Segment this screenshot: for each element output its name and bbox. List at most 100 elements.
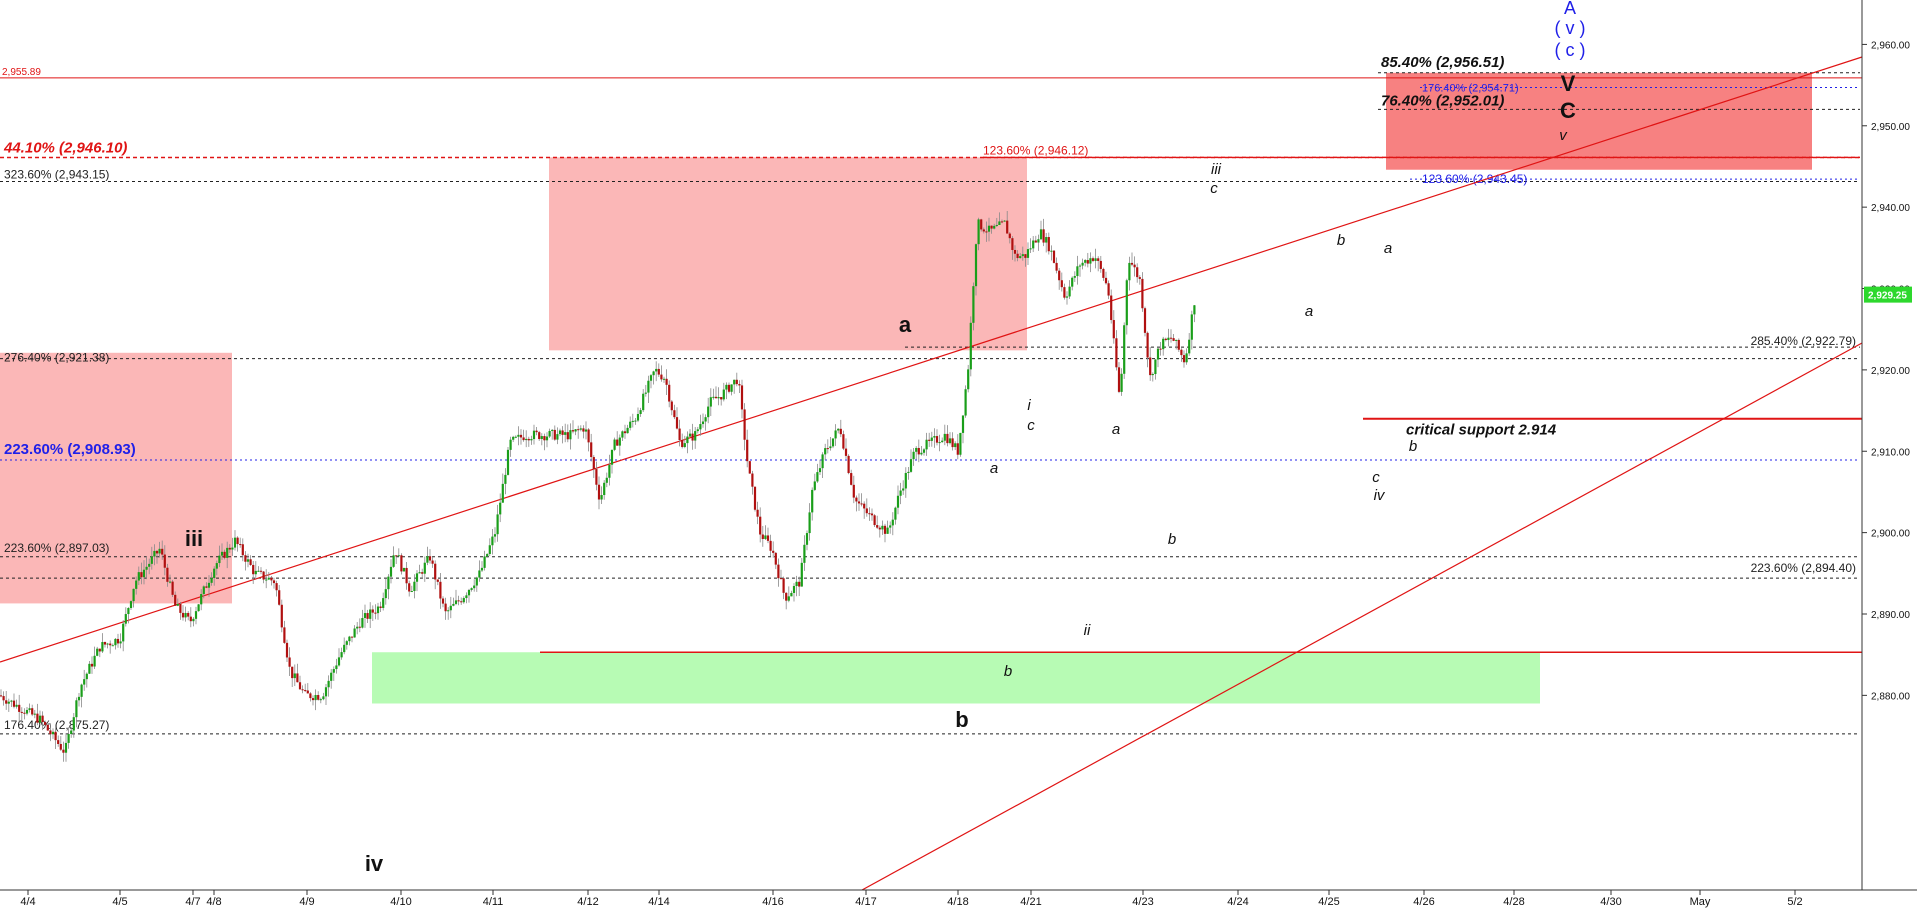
candle-body [304,690,307,692]
candle-body [673,410,676,418]
candle-body [447,610,450,612]
candle-body [896,495,900,508]
candle-body [496,514,499,535]
candle-body [454,600,458,604]
candle-body [44,722,47,725]
candle-body [122,623,125,642]
x-tick-label-1: 4/5 [112,896,127,908]
candle-body [127,608,130,615]
candle-body [457,600,460,602]
candle-body [509,439,512,450]
candle-body [649,375,653,381]
candles-layer [0,210,1196,762]
y-tick-label-7: 2,950.00 [1871,122,1910,133]
candle-body [1136,267,1139,278]
candle-body [855,497,858,502]
candle-body [254,570,257,575]
candle-body [582,428,585,432]
candle-body [2,696,5,701]
candle-body [382,598,385,608]
candle-body [925,439,928,450]
candle-body [356,626,359,629]
candle-body [1042,229,1045,243]
level-label-1: 85.40% (2,956.51) [1381,54,1504,71]
x-tick-label-17: 4/28 [1503,896,1524,908]
candle-body [322,696,325,700]
candle-body [1159,348,1162,350]
candle-body [870,513,874,516]
candle-body [1125,280,1128,326]
candle-body [410,591,413,593]
candle-body [514,436,517,438]
candle-body [740,385,744,410]
candle-body [1167,337,1170,341]
candle-body [735,379,738,385]
wave-label-small-8: c [1210,180,1218,197]
candle-body [20,711,23,713]
candle-body [129,601,133,609]
x-tick-label-14: 4/24 [1227,896,1248,908]
candle-body [995,224,998,226]
level-label-13: 176.40% (2,875.27) [4,718,109,732]
candle-body [1060,280,1063,288]
candle-body [834,430,837,439]
candle-body [915,447,918,452]
candle-body [428,556,432,561]
candle-body [210,577,213,583]
candle-body [837,428,840,431]
candle-body [577,429,580,431]
candle-body [712,396,715,398]
y-tick-label-4: 2,920.00 [1871,366,1910,377]
candle-body [961,415,965,433]
x-tick-label-20: 5/2 [1787,896,1802,908]
candle-body [145,566,148,570]
candle-body [301,689,304,691]
wave-label-A: A [1564,0,1576,18]
wave-label-small-3: c [1027,417,1035,434]
candle-body [530,439,533,441]
candle-body [535,430,538,433]
candle-body [309,693,312,699]
candle-body [1068,286,1071,297]
candle-body [943,433,946,441]
candle-body [883,525,887,534]
candle-body [1097,258,1100,261]
wave-label-large-1: iv [365,851,384,876]
candle-body [987,225,991,232]
candle-body [933,436,936,438]
candle-body [1169,337,1173,339]
candle-body [977,219,980,245]
level-label-7: 123.60% (2,943.45) [1422,172,1527,186]
candle-body [101,642,104,652]
candle-body [912,451,915,460]
upper-trendline [0,56,1863,663]
candle-body [85,673,88,680]
candle-body [470,588,473,590]
candle-body [361,618,364,628]
candle-body [197,604,200,612]
candle-body [348,636,351,642]
candle-body [842,434,845,449]
candle-body [64,742,68,753]
wave-label-small-2: i [1027,397,1031,414]
candle-body [972,286,975,323]
x-tick-label-7: 4/12 [577,896,598,908]
candle-body [340,652,343,658]
candle-body [1149,357,1152,376]
candle-body [525,438,528,441]
candle-body [220,551,224,556]
candle-body [694,431,697,441]
candle-body [920,452,923,455]
candle-body [1071,277,1074,287]
wave-label-small-5: a [1112,421,1120,438]
candle-body [1086,260,1089,264]
candle-body [327,680,330,688]
candle-body [475,577,478,586]
candle-body [704,417,707,422]
candle-body [265,579,268,581]
candle-body [5,700,8,704]
candle-body [909,459,913,472]
candle-body [1055,262,1058,271]
